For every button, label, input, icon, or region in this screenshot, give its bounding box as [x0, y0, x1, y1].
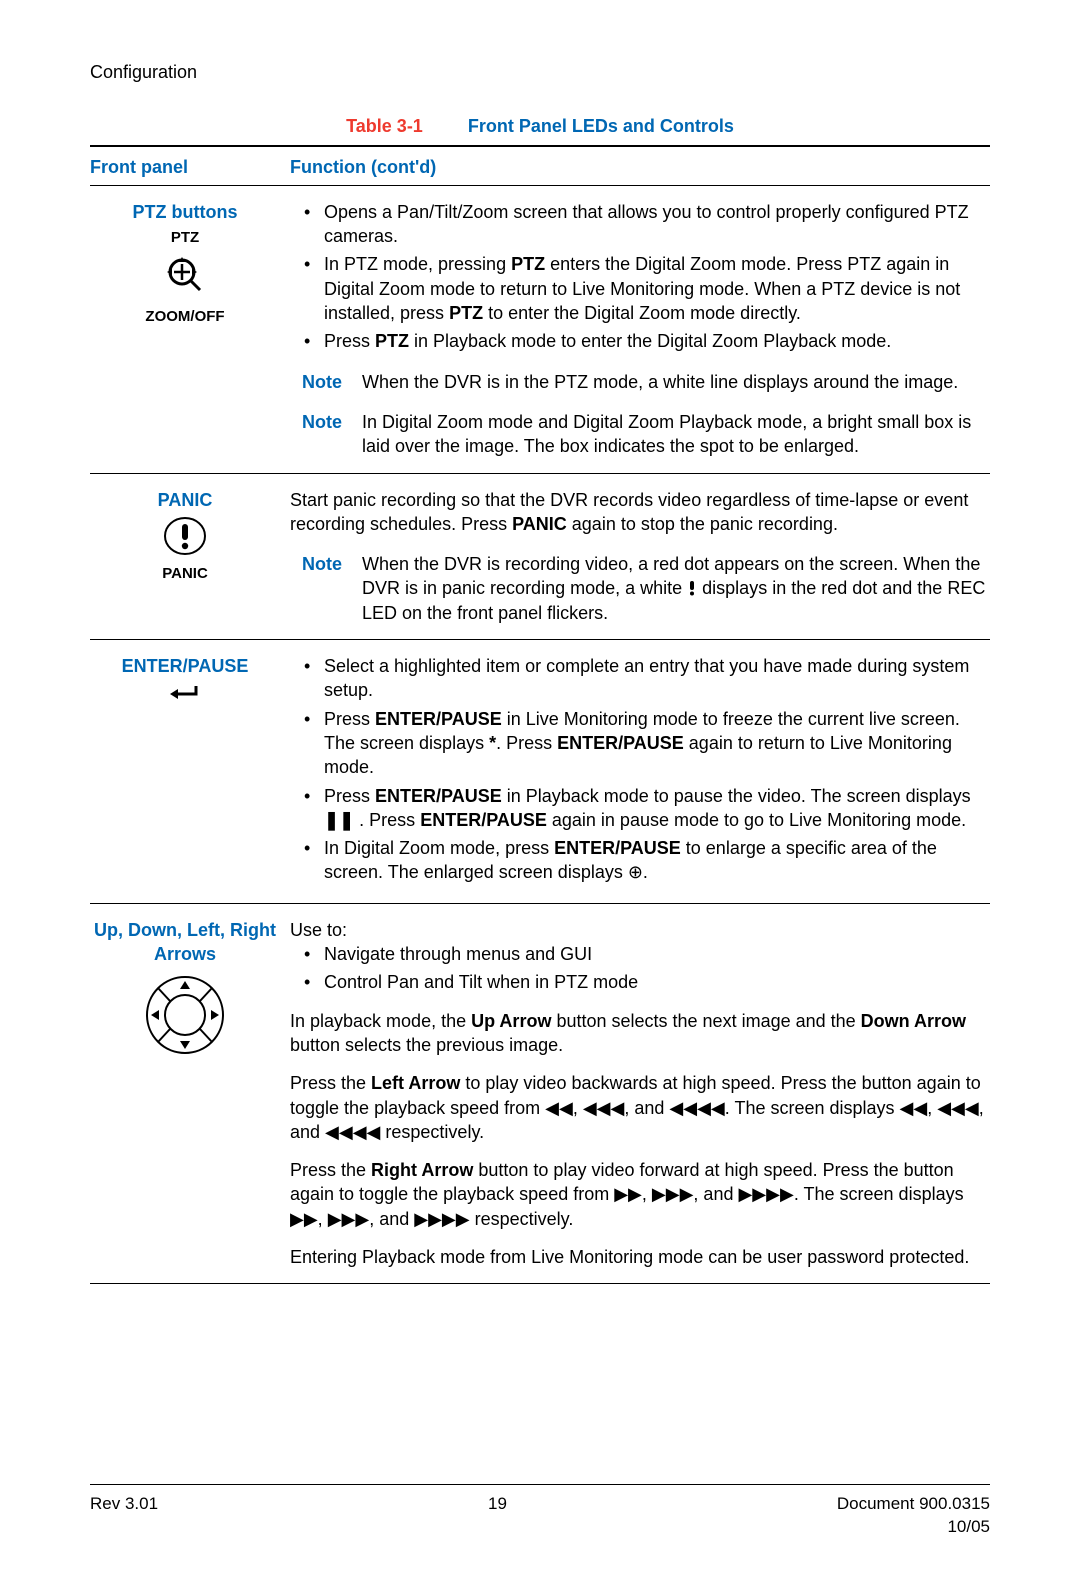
enter-icon [90, 682, 280, 712]
row-enter-pause: ENTER/PAUSE Select a highlighted item or… [90, 640, 990, 904]
enter-bullets: Select a highlighted item or complete an… [290, 654, 990, 885]
header-function: Function (cont'd) [290, 155, 990, 179]
table-label: Table 3-1 [346, 116, 423, 136]
footer-doc: Document 900.0315 [837, 1493, 990, 1516]
enter-bullet-1: Select a highlighted item or complete an… [290, 654, 990, 703]
footer-date: 10/05 [837, 1516, 990, 1539]
enter-title: ENTER/PAUSE [90, 654, 280, 678]
ptz-bullets: Opens a Pan/Tilt/Zoom screen that allows… [290, 200, 990, 354]
arrows-p4: Entering Playback mode from Live Monitor… [290, 1245, 990, 1269]
ptz-title: PTZ buttons [90, 200, 280, 224]
panic-icon [90, 516, 280, 562]
arrows-intro: Use to: [290, 918, 990, 942]
ptz-zoom-icon [90, 252, 280, 304]
section-header: Configuration [90, 60, 990, 84]
panic-note: Note When the DVR is recording video, a … [290, 552, 990, 625]
arrows-title: Up, Down, Left, Right Arrows [90, 918, 280, 967]
note-label: Note [302, 552, 362, 625]
table-header-row: Front panel Function (cont'd) [90, 147, 990, 186]
ptz-note-1: Note When the DVR is in the PTZ mode, a … [290, 370, 990, 394]
ptz-bullet-2: In PTZ mode, pressing PTZ enters the Dig… [290, 252, 990, 325]
header-front-panel: Front panel [90, 155, 290, 179]
arrows-bullet-1: Navigate through menus and GUI [290, 942, 990, 966]
ptz-icon-bottom-label: ZOOM/OFF [90, 307, 280, 327]
enter-bullet-3: Press ENTER/PAUSE in Playback mode to pa… [290, 784, 990, 833]
row-ptz: PTZ buttons PTZ ZOOM/OFF Opens a Pan/Til… [90, 186, 990, 474]
arrows-icon [90, 970, 280, 1066]
note-label: Note [302, 370, 362, 394]
note-label: Note [302, 410, 362, 459]
arrows-p1: In playback mode, the Up Arrow button se… [290, 1009, 990, 1058]
panic-note-text: When the DVR is recording video, a red d… [362, 552, 990, 625]
panic-title: PANIC [90, 488, 280, 512]
table-caption: Front Panel LEDs and Controls [468, 116, 734, 136]
ptz-icon-top-label: PTZ [90, 228, 280, 248]
footer-rev: Rev 3.01 [90, 1493, 158, 1539]
page-footer: Rev 3.01 19 Document 900.0315 10/05 [90, 1484, 990, 1539]
row-arrows: Up, Down, Left, Right Arrows Use to: Nav… [90, 904, 990, 1285]
arrows-bullet-2: Control Pan and Tilt when in PTZ mode [290, 970, 990, 994]
ptz-note-2: Note In Digital Zoom mode and Digital Zo… [290, 410, 990, 459]
ptz-note-2-text: In Digital Zoom mode and Digital Zoom Pl… [362, 410, 990, 459]
panic-icon-label: PANIC [90, 564, 280, 584]
ptz-note-1-text: When the DVR is in the PTZ mode, a white… [362, 370, 990, 394]
arrows-p2: Press the Left Arrow to play video backw… [290, 1071, 990, 1144]
enter-bullet-4: In Digital Zoom mode, press ENTER/PAUSE … [290, 836, 990, 885]
panic-intro: Start panic recording so that the DVR re… [290, 488, 990, 537]
ptz-bullet-1: Opens a Pan/Tilt/Zoom screen that allows… [290, 200, 990, 249]
table-title-row: Table 3-1 Front Panel LEDs and Controls [90, 114, 990, 138]
enter-bullet-2: Press ENTER/PAUSE in Live Monitoring mod… [290, 707, 990, 780]
ptz-bullet-3: Press PTZ in Playback mode to enter the … [290, 329, 990, 353]
row-panic: PANIC PANIC Start panic recording so tha… [90, 474, 990, 640]
arrows-p3: Press the Right Arrow button to play vid… [290, 1158, 990, 1231]
footer-page: 19 [488, 1493, 507, 1539]
arrows-bullets: Navigate through menus and GUI Control P… [290, 942, 990, 995]
